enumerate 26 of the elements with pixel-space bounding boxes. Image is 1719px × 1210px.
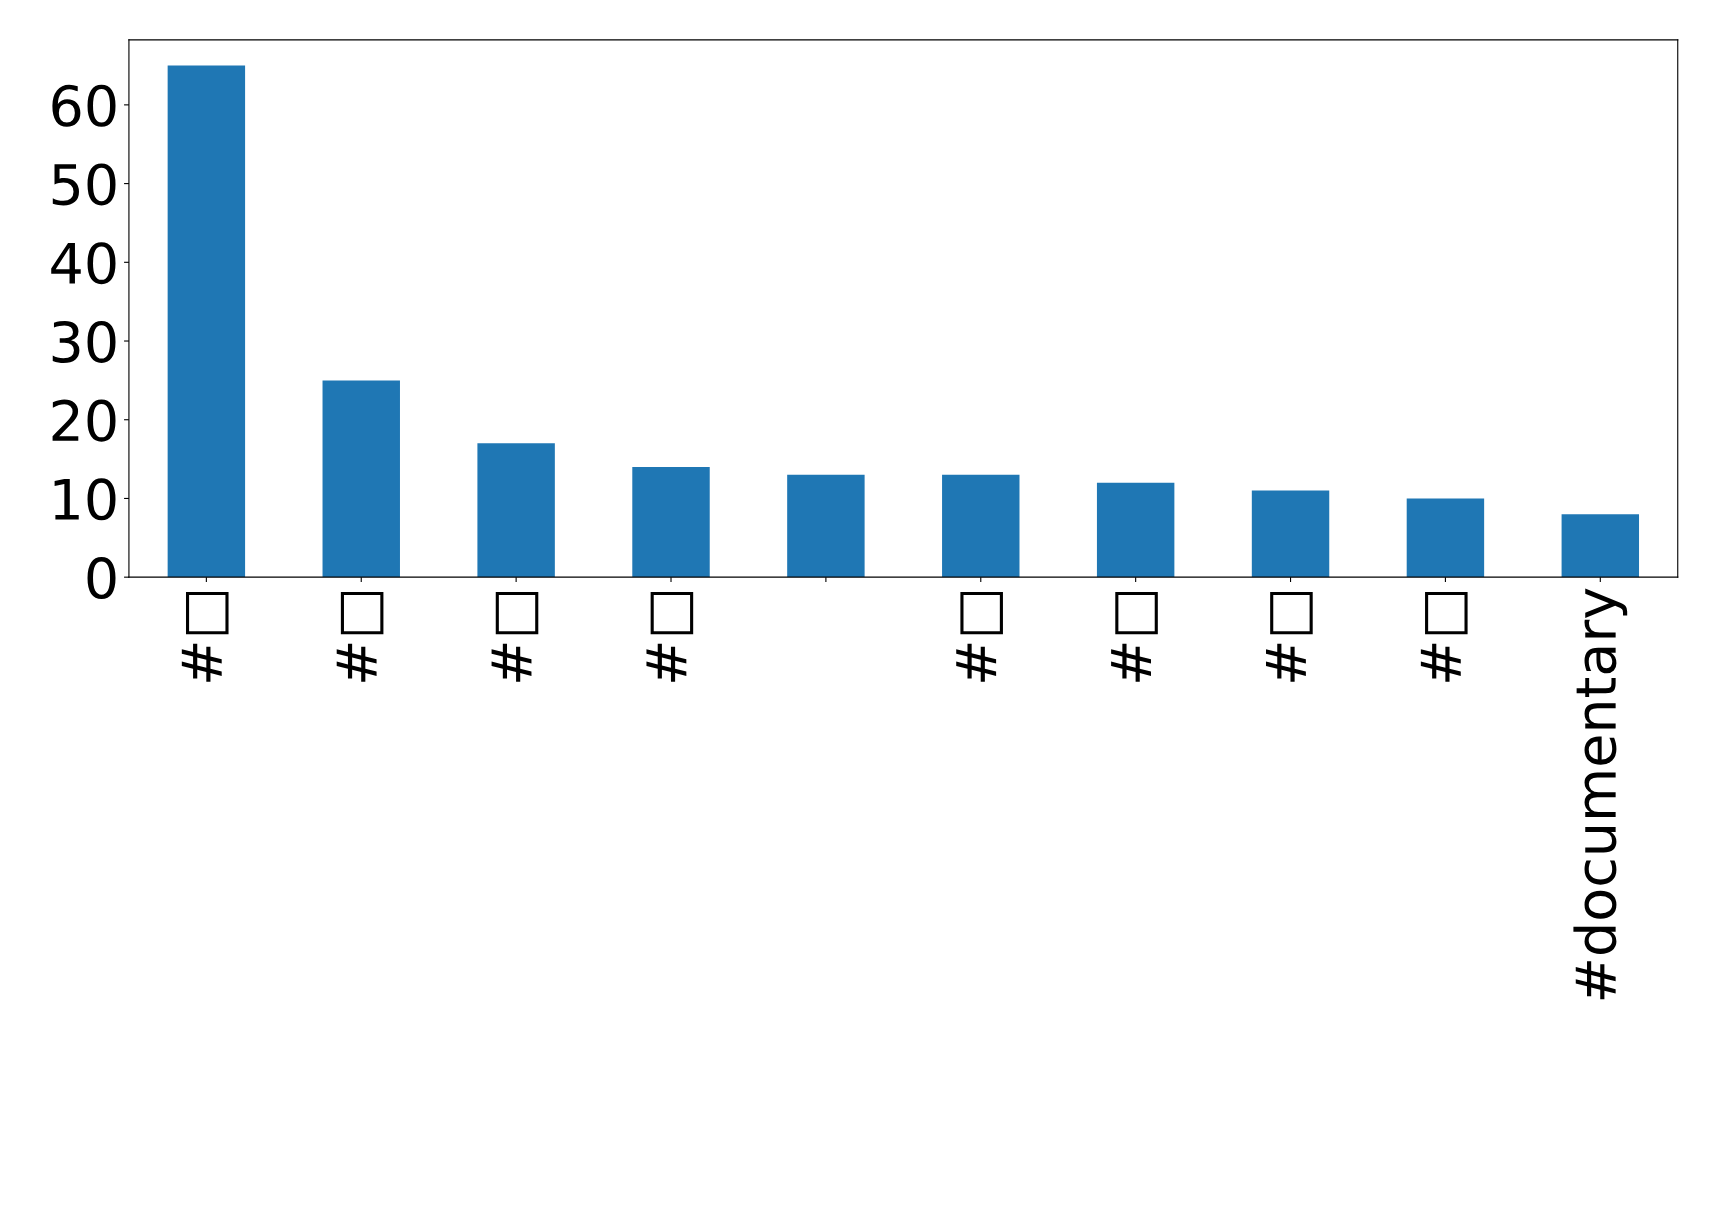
x-tick-label: #□ (1111, 591, 1158, 682)
y-tick-label: 20 (52, 399, 116, 442)
y-tick-label: 0 (87, 557, 116, 600)
bar (1561, 514, 1640, 578)
x-tick-label: #□ (646, 591, 694, 682)
x-tick-label: #documentary (1573, 588, 1628, 1000)
bar (942, 474, 1020, 578)
x-tick-label: #□ (1265, 591, 1313, 682)
bar (167, 65, 246, 578)
bar (1406, 498, 1485, 578)
bar (477, 443, 555, 578)
y-tick-label: 40 (51, 242, 116, 285)
y-tick-label: 30 (52, 320, 116, 363)
bar (787, 474, 865, 578)
bar (322, 380, 400, 578)
x-tick-label: #□ (336, 591, 384, 682)
x-tick-label: #□ (491, 591, 539, 682)
y-tick-label: 10 (54, 478, 116, 521)
x-tick-label: #□ (1420, 591, 1468, 682)
y-tick-label: 60 (52, 84, 116, 127)
bar (632, 466, 710, 578)
x-tick-label: #□ (181, 591, 229, 682)
bar (1251, 490, 1330, 578)
y-tick-label: 50 (52, 163, 116, 206)
x-tick-label: #□ (956, 591, 1003, 682)
bar (1096, 482, 1175, 578)
